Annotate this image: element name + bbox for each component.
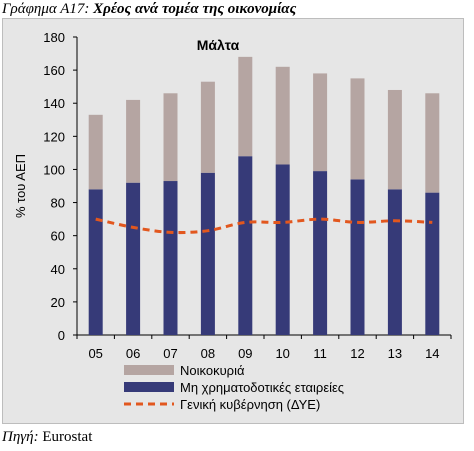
y-tick-label: 80 [51, 196, 65, 211]
x-tick-label: 11 [313, 346, 327, 361]
chart: 0 20 40 60 80 100 120 140 160 180 05 06 07 08 09 10 11 12… [13, 30, 452, 412]
bar [275, 66, 290, 165]
x-tick-label: 07 [163, 346, 177, 361]
x-tick-label: 12 [350, 346, 364, 361]
bar [238, 56, 253, 157]
chart-title: Μάλτα [197, 37, 240, 53]
legend-label: Νοικοκυριά [180, 363, 245, 378]
x-tick-label: 14 [425, 346, 439, 361]
bar [350, 179, 365, 335]
bar [387, 89, 402, 190]
bar [163, 181, 178, 335]
legend-swatch [124, 365, 174, 375]
bar [88, 114, 103, 190]
x-tick-label: 06 [126, 346, 140, 361]
x-tick-label: 08 [201, 346, 215, 361]
bar [88, 189, 103, 335]
bar [200, 81, 215, 173]
legend-label: Γενική κυβέρνηση (ΔΥΕ) [180, 397, 320, 412]
y-tick-label: 60 [51, 229, 65, 244]
caption-title: Χρέος ανά τομέα της οικονομίας [93, 1, 297, 17]
y-axis-label: % του ΑΕΠ [13, 154, 28, 218]
bar [275, 164, 290, 335]
bar [163, 93, 178, 182]
bar [387, 189, 402, 335]
x-tick-label: 13 [388, 346, 402, 361]
x-tick-label: 10 [275, 346, 289, 361]
series-line [95, 217, 433, 235]
bar [425, 192, 440, 335]
caption-prefix: Γράφημα Α17: [2, 1, 90, 17]
y-tick-label: 0 [58, 328, 65, 343]
y-tick-label: 160 [43, 63, 65, 78]
x-tick-label: 09 [238, 346, 252, 361]
chart-panel: 0 20 40 60 80 100 120 140 160 180 05 06 07 08 09 10 11 12… [2, 18, 464, 424]
y-tick-label: 120 [43, 129, 65, 144]
bar [313, 171, 328, 335]
bar [313, 73, 328, 172]
figure-caption: Γράφημα Α17: Χρέος ανά τομέα της οικονομ… [2, 0, 296, 18]
y-tick-label: 140 [43, 96, 65, 111]
source-note: Πηγή: Eurostat [2, 428, 92, 446]
bar [350, 78, 365, 180]
x-tick-label: 05 [88, 346, 102, 361]
bar [238, 156, 253, 335]
bar [200, 172, 215, 335]
legend-swatch [124, 382, 174, 392]
source-value: Eurostat [42, 429, 93, 445]
source-label: Πηγή: [2, 429, 39, 445]
y-tick-label: 20 [51, 295, 65, 310]
bar [126, 99, 141, 183]
bar [126, 182, 141, 335]
legend-label: Μη χρηματοδοτικές εταιρείες [180, 380, 344, 395]
y-tick-label: 180 [43, 30, 65, 45]
y-tick-label: 100 [43, 162, 65, 177]
bar [425, 93, 440, 193]
y-tick-label: 40 [51, 262, 65, 277]
